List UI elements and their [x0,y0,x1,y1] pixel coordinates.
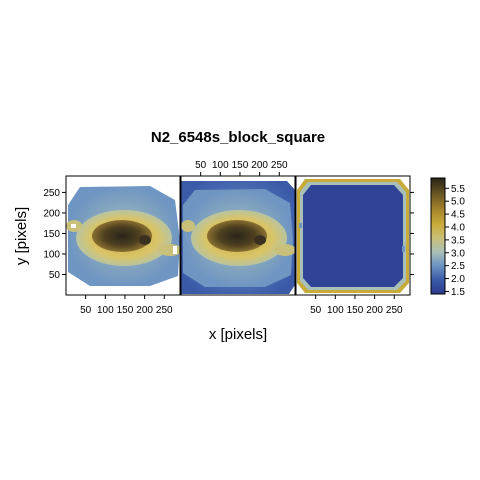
panel-3-x-tick-label-100: 100 [327,305,344,316]
colorbar-axis: 1.5 2.0 2.5 3.0 3.5 4.04.5 5.0 5.5 [445,184,465,298]
panel-1-masked-pixel-left [71,224,76,228]
colorbar-tick-label-3: 3.0 [451,248,465,259]
panel-1-x-tick-label-200: 200 [136,305,153,316]
panel-3-spot-left [299,223,302,228]
panel-2-x-tick-label-250: 250 [271,160,288,171]
panel-2-x-tick-label-50: 50 [195,160,207,171]
colorbar [430,177,446,295]
panel-1-masked-pixel-right [173,246,177,254]
panel-1-x-axis: 50 100 150 200 250 [80,295,173,316]
panel-2-x-axis: 50 100 150 200 250 [195,160,288,176]
y-tick-label-100: 100 [43,249,60,260]
panel-1-x-tick-label-100: 100 [97,305,114,316]
panel-1-knot [139,235,151,245]
panel-1-x-tick-label-150: 150 [117,305,134,316]
panel-3-x-tick-label-250: 250 [386,305,403,316]
panel-2-tail-left [181,220,195,232]
panel-3-spot-right [402,246,405,252]
y-axis-label: y [pixels] [13,207,30,265]
panel-1-x-tick-label-250: 250 [156,305,173,316]
panel-3-x-tick-label-200: 200 [366,305,383,316]
panel-2-frame [180,175,296,296]
panel-3-x-tick-label-50: 50 [310,305,322,316]
panel-2-knot [254,235,266,245]
panel-2-x-tick-label-200: 200 [251,160,268,171]
colorbar-tick-label-4.5: 4.5 [451,210,465,221]
y-axis-right [410,191,414,275]
chart-title: N2_6548s_block_square [151,129,325,146]
colorbar-tick-label-2.5: 2.5 [451,261,465,272]
panel-3-x-axis: 50 100 150 200 250 [310,295,403,316]
panel-1-x-tick-label-50: 50 [80,305,92,316]
panel-2-tail-right [274,244,295,256]
panel-1-core [92,220,152,252]
colorbar-tick-label-3.5: 3.5 [451,235,465,246]
panel-3-field [303,185,403,287]
panel-2-x-tick-label-150: 150 [232,160,249,171]
colorbar-tick-label-4: 4.0 [451,222,465,233]
x-axis-label: x [pixels] [209,326,267,343]
colorbar-tick-label-5.5: 5.5 [451,184,465,195]
y-tick-label-200: 200 [43,208,60,219]
panel-3 [296,176,410,295]
y-tick-label-50: 50 [49,270,61,281]
y-tick-label-150: 150 [43,229,60,240]
panel-1-frame [65,175,181,296]
panel-2 [181,176,295,295]
y-axis-left: 50 100 150 200 250 [43,188,66,281]
panel-1-tail-right [158,244,180,256]
panel-3-frame [295,175,411,296]
colorbar-tick-label-2: 2.0 [451,274,465,285]
panel-3-x-tick-label-150: 150 [347,305,364,316]
y-tick-label-250: 250 [43,188,60,199]
panel-2-core [207,220,267,252]
colorbar-tick-label-1.5: 1.5 [451,287,465,298]
panel-1 [66,176,180,295]
colorbar-tick-label-5: 5.0 [451,197,465,208]
panel-2-x-tick-label-100: 100 [212,160,229,171]
